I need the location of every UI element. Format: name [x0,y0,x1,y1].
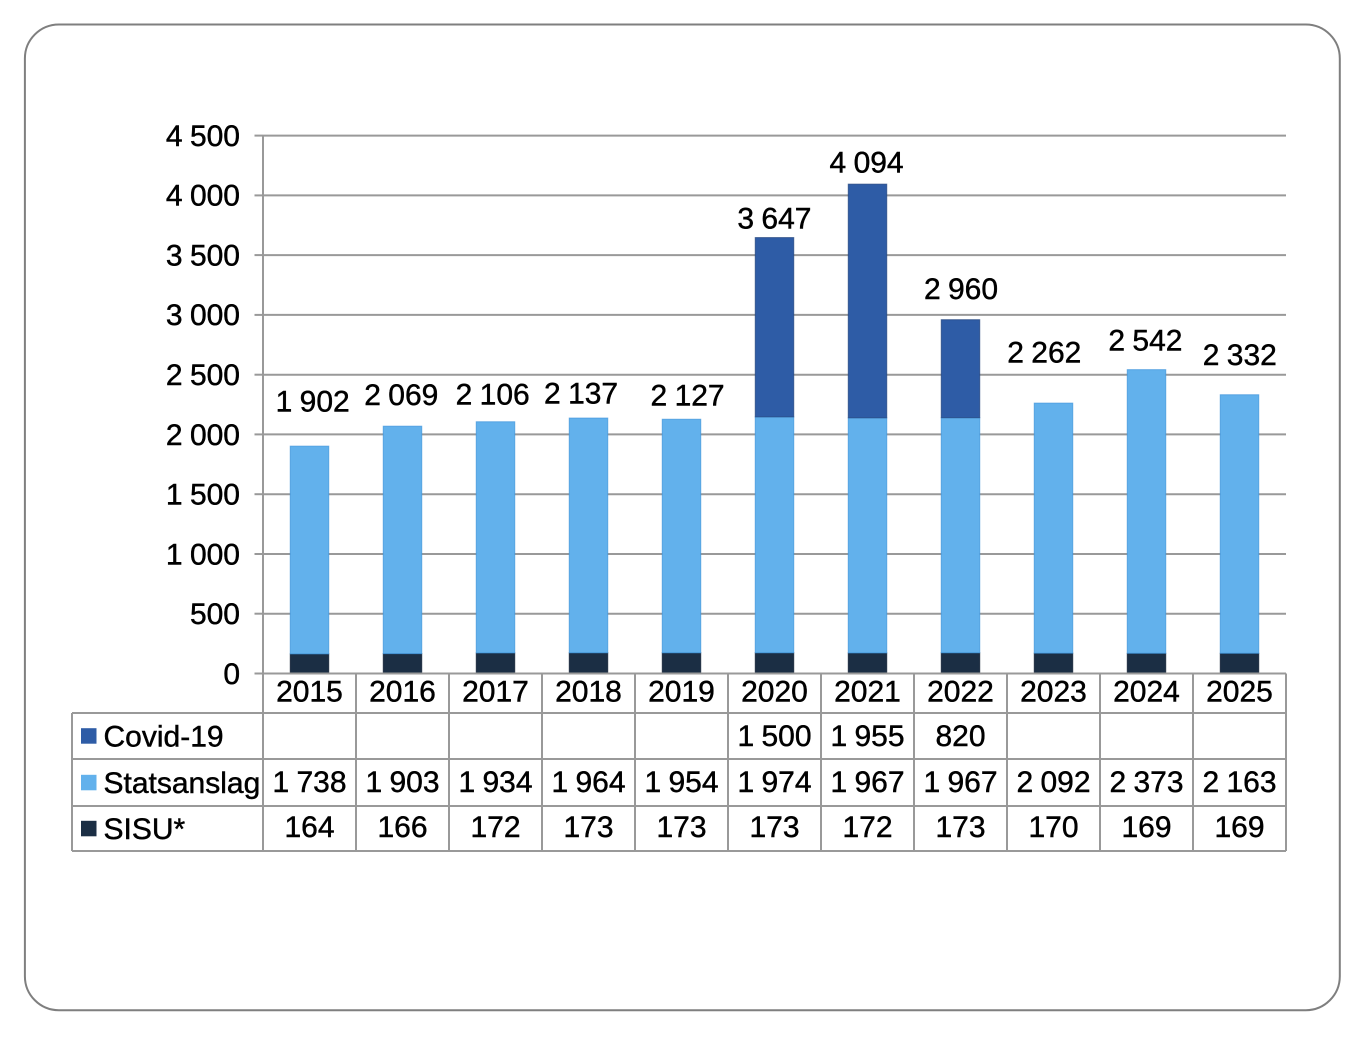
svg-text:1 955: 1 955 [830,720,904,753]
svg-text:4 500: 4 500 [166,120,240,153]
svg-text:1 934: 1 934 [458,766,532,799]
svg-text:2 000: 2 000 [166,419,240,452]
svg-text:2016: 2016 [369,675,436,708]
svg-text:170: 170 [1028,811,1078,844]
svg-text:3 000: 3 000 [166,299,240,332]
svg-text:SISU*: SISU* [104,813,186,846]
svg-text:169: 169 [1121,811,1171,844]
svg-text:2019: 2019 [648,675,715,708]
svg-text:1 738: 1 738 [272,766,346,799]
svg-text:2021: 2021 [834,675,901,708]
svg-text:1 967: 1 967 [830,766,904,799]
svg-text:1 903: 1 903 [365,766,439,799]
svg-text:172: 172 [842,811,892,844]
svg-text:1 967: 1 967 [923,766,997,799]
svg-text:4 094: 4 094 [830,147,904,180]
svg-text:169: 169 [1214,811,1264,844]
svg-text:2017: 2017 [462,675,529,708]
svg-text:Covid-19: Covid-19 [104,720,224,753]
svg-text:173: 173 [563,811,613,844]
svg-text:3 647: 3 647 [737,203,811,236]
svg-text:1 902: 1 902 [276,386,350,419]
svg-text:4 000: 4 000 [166,180,240,213]
svg-text:172: 172 [470,811,520,844]
svg-text:1 500: 1 500 [737,720,811,753]
svg-text:2 069: 2 069 [364,379,438,412]
svg-text:2015: 2015 [276,675,343,708]
svg-text:0: 0 [223,658,240,691]
svg-text:2 106: 2 106 [456,378,530,411]
svg-text:820: 820 [935,720,985,753]
svg-text:1 954: 1 954 [644,766,718,799]
svg-text:2 542: 2 542 [1108,325,1182,358]
svg-text:1 500: 1 500 [166,479,240,512]
svg-text:1 964: 1 964 [551,766,625,799]
svg-text:Statsanslag: Statsanslag [104,767,261,800]
svg-text:2 137: 2 137 [544,377,618,410]
svg-text:2 092: 2 092 [1016,766,1090,799]
svg-text:173: 173 [749,811,799,844]
svg-text:2 960: 2 960 [924,273,998,306]
svg-text:166: 166 [377,811,427,844]
svg-text:1 000: 1 000 [166,538,240,571]
svg-text:2022: 2022 [927,675,994,708]
svg-text:173: 173 [935,811,985,844]
svg-text:2018: 2018 [555,675,622,708]
svg-text:2 373: 2 373 [1109,766,1183,799]
svg-text:2023: 2023 [1020,675,1087,708]
svg-text:164: 164 [284,811,334,844]
svg-text:500: 500 [190,598,240,631]
svg-text:2020: 2020 [741,675,808,708]
svg-text:2 127: 2 127 [651,380,725,413]
svg-text:2025: 2025 [1206,675,1273,708]
svg-text:173: 173 [656,811,706,844]
svg-text:3 500: 3 500 [166,240,240,273]
svg-text:2024: 2024 [1113,675,1180,708]
svg-text:1 974: 1 974 [737,766,811,799]
svg-text:2 163: 2 163 [1202,766,1276,799]
svg-text:2 262: 2 262 [1007,337,1081,370]
svg-text:2 500: 2 500 [166,359,240,392]
svg-text:2 332: 2 332 [1203,339,1277,372]
